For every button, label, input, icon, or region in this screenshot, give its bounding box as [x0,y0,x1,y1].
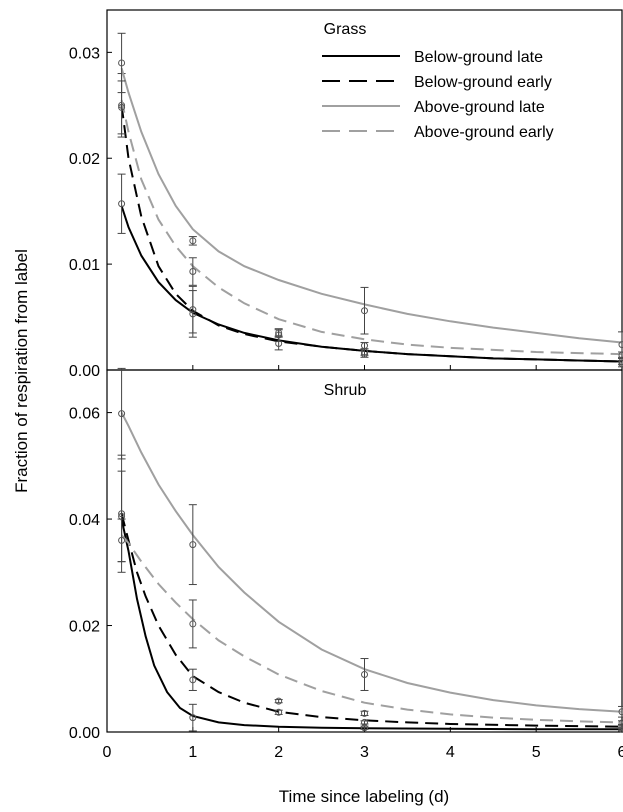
legend-label-below-ground-early: Below-ground early [414,74,552,91]
data-point-grass-above-ground-late [118,59,126,67]
data-point-shrub-above-ground-early [275,697,283,705]
data-point-shrub-above-ground-late [118,410,126,418]
axes-layer: 0.00 0.01 0.02 0.03 0.00 0.02 0.04 0.06 0 1 2 3 4 5 6 [69,9,623,761]
data-point-grass-above-ground-early [618,351,623,359]
data-point-grass-above-ground-late [189,237,197,245]
data-point-shrub-above-ground-early [361,709,368,717]
x-tick-label: 4 [446,744,455,761]
data-point-shrub-above-ground-early [118,536,126,544]
y-axis-title: Fraction of respiration from label [12,249,31,493]
data-point-grass-above-ground-early [361,342,368,350]
y-tick-label-grass: 0.03 [69,45,100,62]
x-tick-label: 3 [360,744,369,761]
x-tick-label: 5 [532,744,541,761]
series-line-shrub-below-ground-late [120,518,622,731]
y-tick-label-shrub: 0.06 [69,406,100,423]
data-point-grass-above-ground-late [361,307,368,315]
series-line-grass-above-ground-late [120,67,623,344]
data-layer [117,32,623,733]
text-layer: Time since labeling (d) Fraction of resp… [12,21,449,806]
series-line-shrub-below-ground-early [120,513,623,728]
data-point-shrub-above-ground-early [618,719,623,727]
legend: Below-ground late Below-ground early Abo… [322,49,554,141]
series-line-shrub-above-ground-early [120,534,623,724]
y-tick-label-shrub: 0.00 [69,725,100,742]
panel-title-shrub: Shrub [324,382,367,399]
panel-title-grass: Grass [324,21,367,38]
data-point-shrub-above-ground-late [361,671,368,679]
data-point-grass-above-ground-early [118,103,126,111]
data-point-grass-below-ground-late [118,200,126,208]
data-point-shrub-below-ground-early [361,718,368,726]
data-point-grass-above-ground-early [189,268,197,276]
x-axis-title: Time since labeling (d) [279,787,449,806]
x-tick-label: 6 [618,744,623,761]
y-tick-label-grass: 0.00 [69,363,100,380]
x-tick-label: 0 [103,744,112,761]
legend-label-above-ground-early: Above-ground early [414,124,554,141]
series-line-shrub-above-ground-late [120,412,623,713]
y-tick-label-grass: 0.02 [69,151,100,168]
series-line-grass-above-ground-early [120,99,623,356]
data-point-shrub-below-ground-late [361,724,368,732]
data-point-shrub-below-ground-early [189,676,197,684]
y-tick-label-grass: 0.01 [69,257,100,274]
data-point-grass-above-ground-late [618,341,623,349]
data-point-shrub-above-ground-early [189,620,197,628]
legend-label-above-ground-late: Above-ground late [414,99,545,116]
data-point-shrub-above-ground-late [189,541,197,549]
data-point-shrub-below-ground-early [118,510,126,518]
series-line-grass-below-ground-early [120,105,623,363]
y-tick-label-shrub: 0.02 [69,619,100,636]
y-tick-label-shrub: 0.04 [69,512,100,529]
data-point-shrub-above-ground-late [618,708,623,716]
x-tick-label: 2 [274,744,283,761]
data-point-grass-below-ground-early [189,306,197,314]
data-point-grass-above-ground-early [275,329,283,337]
data-point-shrub-below-ground-late [189,714,197,722]
x-tick-label: 1 [188,744,197,761]
legend-label-below-ground-late: Below-ground late [414,49,543,66]
data-point-shrub-below-ground-early [275,708,283,716]
